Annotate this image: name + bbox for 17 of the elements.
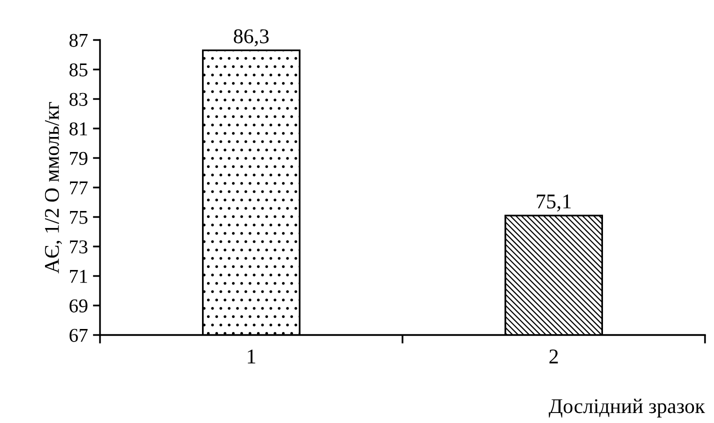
y-tick-label: 71 bbox=[70, 270, 88, 283]
x-tick-label: 2 bbox=[549, 350, 558, 364]
y-tick-label: 79 bbox=[70, 152, 88, 165]
x-axis-title: Дослідний зразок bbox=[548, 398, 706, 418]
y-axis-title: АЄ, 1/2 О ммоль/кг bbox=[44, 102, 62, 274]
x-tick-label: 1 bbox=[248, 350, 256, 364]
data-label: 75,1 bbox=[536, 194, 571, 212]
y-tick-label: 77 bbox=[70, 182, 88, 194]
y-tick-label: 81 bbox=[69, 122, 88, 136]
y-tick-label: 83 bbox=[69, 92, 88, 106]
y-tick-label: 75 bbox=[70, 211, 88, 224]
y-tick-label: 67 bbox=[70, 328, 88, 342]
y-tick-label: 87 bbox=[69, 34, 88, 47]
y-tick-label: 85 bbox=[69, 63, 88, 76]
y-tick-label: 69 bbox=[70, 299, 88, 312]
y-tick-label: 73 bbox=[70, 240, 88, 254]
data-label: 86,3 bbox=[234, 29, 269, 46]
